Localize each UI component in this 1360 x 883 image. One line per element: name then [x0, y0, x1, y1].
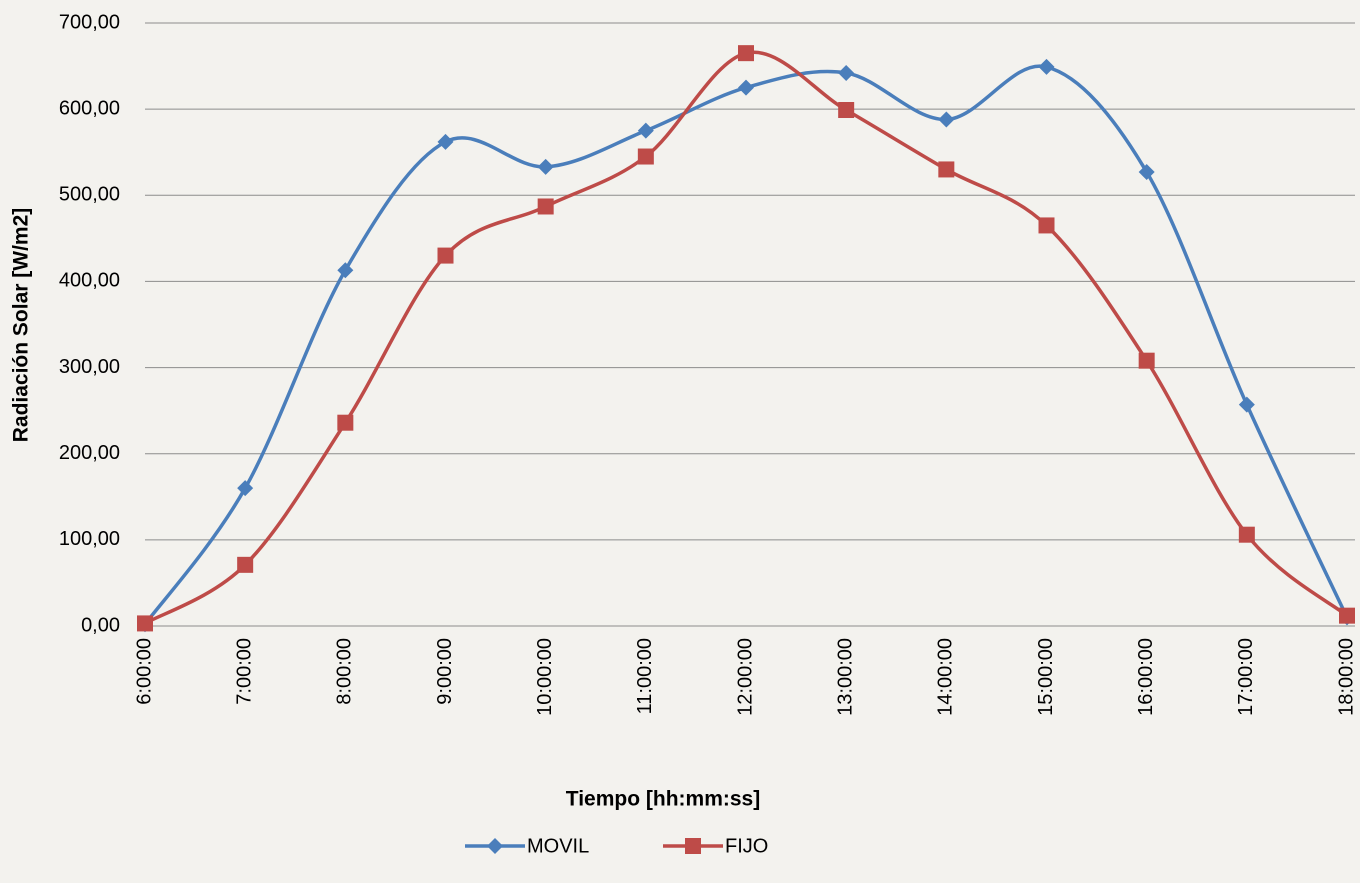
- x-tick-label: 17:00:00: [1235, 638, 1257, 716]
- marker: [137, 615, 153, 632]
- x-tick-label: 9:00:00: [434, 638, 456, 705]
- x-tick-label: 16:00:00: [1135, 638, 1157, 716]
- x-tick-label: 11:00:00: [634, 638, 656, 714]
- x-tick-label: 12:00:00: [734, 638, 756, 716]
- x-tick-label: 15:00:00: [1035, 638, 1057, 716]
- y-tick-label: 0,00: [81, 614, 120, 636]
- marker: [1038, 58, 1055, 75]
- y-tick-label: 400,00: [59, 270, 120, 292]
- series-line: [143, 64, 1349, 626]
- marker: [537, 158, 554, 175]
- marker: [337, 262, 354, 279]
- marker: [938, 111, 955, 128]
- marker: [1238, 396, 1255, 413]
- marker: [938, 161, 955, 178]
- marker: [838, 64, 855, 81]
- y-tick-label: 500,00: [59, 184, 120, 206]
- x-tick-label: 14:00:00: [935, 638, 957, 716]
- series-line: [144, 50, 1349, 625]
- marker: [738, 45, 754, 62]
- marker: [637, 148, 654, 165]
- marker: [537, 198, 554, 215]
- legend-label: MOVIL: [527, 835, 589, 857]
- marker: [738, 79, 754, 96]
- marker: [637, 122, 654, 139]
- x-tick-label: 13:00:00: [834, 638, 856, 716]
- y-tick-label: 600,00: [59, 97, 120, 119]
- marker: [838, 102, 855, 119]
- x-tick-label: 18:00:00: [1335, 638, 1357, 716]
- marker: [237, 556, 254, 573]
- marker: [337, 414, 354, 431]
- legend-marker: [487, 838, 503, 854]
- marker: [1339, 607, 1355, 624]
- legend-marker: [685, 838, 701, 854]
- x-tick-label: 6:00:00: [133, 638, 155, 705]
- marker: [1238, 526, 1255, 543]
- y-tick-label: 200,00: [59, 442, 120, 464]
- marker: [1138, 164, 1155, 181]
- y-axis-title: Radiación Solar [W/m2]: [10, 208, 33, 443]
- x-axis-title: Tiempo [hh:mm:ss]: [566, 788, 760, 811]
- legend-label: FIJO: [725, 835, 768, 857]
- x-tick-label: 8:00:00: [334, 638, 356, 705]
- y-tick-label: 100,00: [59, 528, 120, 550]
- marker: [437, 133, 454, 150]
- marker: [1138, 352, 1155, 369]
- marker: [237, 480, 254, 497]
- y-tick-label: 700,00: [59, 11, 120, 33]
- y-tick-label: 300,00: [59, 356, 120, 378]
- marker: [437, 247, 454, 264]
- x-tick-label: 10:00:00: [534, 638, 556, 716]
- marker: [1038, 217, 1055, 234]
- x-tick-label: 7:00:00: [233, 638, 255, 705]
